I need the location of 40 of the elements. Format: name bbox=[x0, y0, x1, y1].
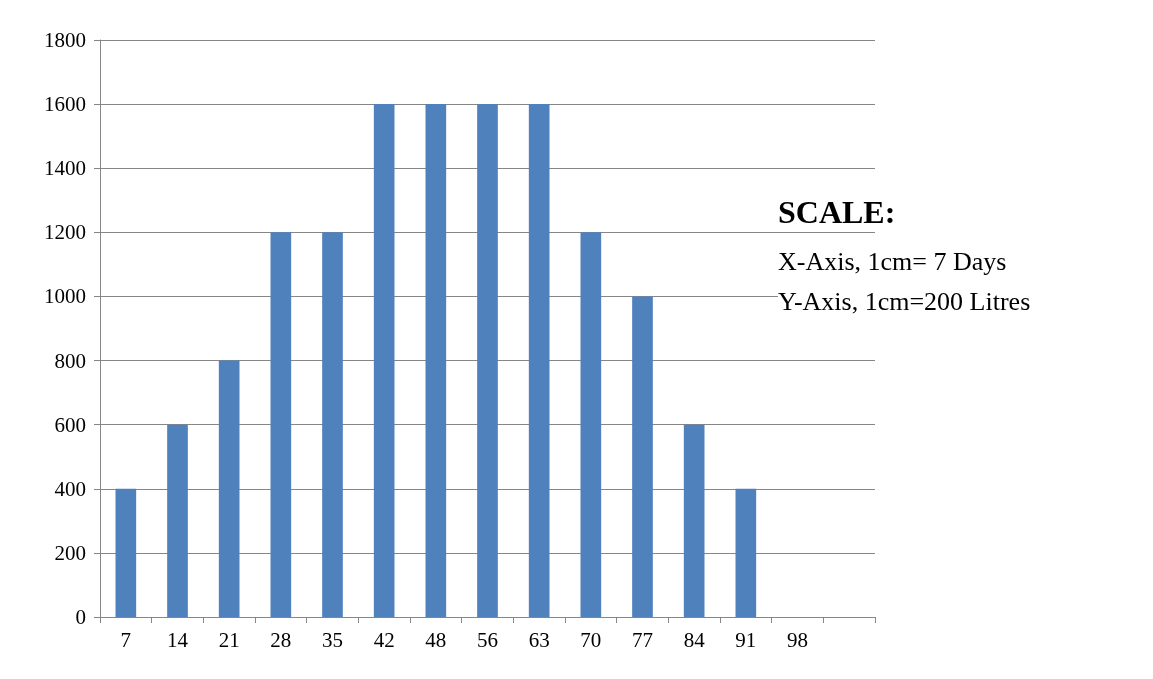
x-tick-label: 63 bbox=[528, 627, 550, 652]
bar bbox=[167, 424, 188, 617]
x-tick-label: 28 bbox=[270, 627, 292, 652]
x-tick-label: 7 bbox=[120, 627, 132, 652]
bar bbox=[270, 232, 292, 617]
y-tick-label: 1200 bbox=[44, 220, 86, 245]
x-tick-label: 42 bbox=[373, 627, 395, 652]
bar bbox=[425, 104, 447, 617]
y-tick-label: 800 bbox=[54, 348, 86, 373]
bar bbox=[218, 360, 240, 617]
x-tick-label: 48 bbox=[425, 627, 447, 652]
x-tick-label: 84 bbox=[683, 627, 706, 652]
x-tick-label: 56 bbox=[477, 627, 498, 652]
y-tick-label: 400 bbox=[54, 476, 86, 501]
annotation: X-Axis, 1cm= 7 Days bbox=[778, 246, 1007, 276]
x-tick-label: 21 bbox=[218, 627, 240, 652]
x-tick-label: 70 bbox=[580, 627, 602, 652]
bar bbox=[373, 104, 395, 617]
x-tick-label: 98 bbox=[787, 627, 808, 652]
y-tick-label: 1000 bbox=[44, 284, 86, 309]
y-tick-label: 1600 bbox=[44, 92, 86, 117]
bar bbox=[683, 424, 705, 617]
bar bbox=[477, 104, 498, 617]
y-tick-label: 200 bbox=[54, 540, 86, 565]
y-tick-label: 1800 bbox=[44, 28, 86, 52]
bar bbox=[632, 296, 653, 617]
x-tick-label: 77 bbox=[632, 627, 653, 652]
y-tick-label: 0 bbox=[75, 605, 86, 629]
bar bbox=[735, 488, 757, 617]
x-tick-label: 35 bbox=[322, 627, 343, 652]
bar bbox=[115, 488, 137, 617]
annotation: SCALE: bbox=[778, 194, 896, 230]
annotation: Y-Axis, 1cm=200 Litres bbox=[778, 286, 1031, 316]
y-tick-label: 1400 bbox=[44, 156, 86, 181]
bar bbox=[322, 232, 343, 617]
x-tick-label: 91 bbox=[735, 627, 757, 652]
y-tick-label: 600 bbox=[54, 412, 86, 437]
x-tick-label: 14 bbox=[167, 627, 189, 652]
bar bbox=[528, 104, 550, 617]
bar bbox=[580, 232, 602, 617]
